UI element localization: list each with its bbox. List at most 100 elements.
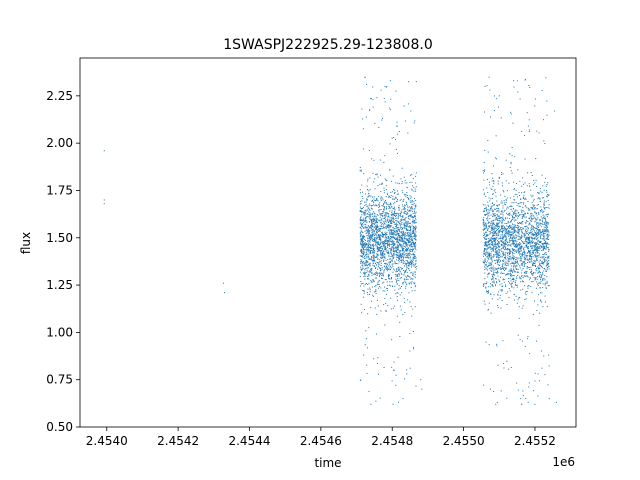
data-point	[412, 253, 414, 255]
data-point	[388, 226, 390, 228]
data-point	[384, 237, 386, 239]
data-point	[368, 235, 370, 237]
data-point	[366, 198, 368, 200]
data-point	[519, 194, 521, 196]
data-point	[379, 397, 381, 399]
data-point	[389, 226, 391, 228]
data-point	[539, 222, 541, 224]
data-point	[508, 182, 510, 184]
data-point	[522, 251, 524, 253]
data-point	[396, 200, 398, 202]
data-point	[510, 272, 512, 274]
data-point	[498, 226, 500, 228]
data-point	[538, 265, 540, 267]
data-point	[489, 264, 491, 266]
data-point	[400, 245, 402, 247]
data-point	[515, 224, 517, 226]
data-point	[509, 218, 511, 220]
data-point	[375, 240, 377, 242]
data-point	[380, 262, 382, 264]
data-point	[522, 221, 524, 223]
data-point	[386, 266, 388, 268]
data-point	[391, 231, 393, 233]
data-point	[504, 253, 506, 255]
data-point	[523, 256, 525, 258]
data-point	[494, 238, 496, 240]
data-point	[501, 263, 503, 265]
data-point	[415, 221, 417, 223]
data-point	[506, 228, 508, 230]
data-point	[524, 238, 526, 240]
data-point	[361, 242, 363, 244]
data-point	[518, 249, 520, 251]
data-point	[490, 257, 492, 259]
data-point	[512, 262, 514, 264]
data-point	[486, 210, 488, 212]
data-point	[486, 85, 488, 87]
data-point	[538, 268, 540, 270]
data-point	[547, 266, 549, 268]
data-point	[535, 260, 537, 262]
data-point	[382, 215, 384, 217]
data-point	[530, 216, 532, 218]
data-point	[404, 224, 406, 226]
data-point	[379, 216, 381, 218]
data-point	[528, 232, 530, 234]
data-point	[509, 153, 511, 155]
data-point	[512, 272, 514, 274]
data-point	[395, 293, 397, 295]
data-point	[545, 195, 547, 197]
data-point	[485, 241, 487, 243]
data-point	[512, 278, 514, 280]
data-point	[493, 235, 495, 237]
data-point	[362, 283, 364, 285]
data-point	[410, 222, 412, 224]
data-point	[407, 216, 409, 218]
data-point	[363, 290, 365, 292]
data-point	[496, 259, 498, 261]
data-point	[505, 248, 507, 250]
data-point	[496, 218, 498, 220]
data-point	[392, 256, 394, 258]
data-point	[362, 206, 364, 208]
data-point	[514, 281, 516, 283]
data-point	[399, 252, 401, 254]
data-point	[507, 245, 509, 247]
data-point	[364, 226, 366, 228]
data-point	[485, 341, 487, 343]
data-point	[538, 232, 540, 234]
data-point	[500, 240, 502, 242]
data-point	[365, 260, 367, 262]
data-point	[394, 243, 396, 245]
data-point	[498, 245, 500, 247]
data-point	[491, 248, 493, 250]
data-point	[407, 249, 409, 251]
data-point	[524, 233, 526, 235]
data-point	[368, 249, 370, 251]
data-point	[547, 256, 549, 258]
data-point	[388, 261, 390, 263]
data-point	[496, 255, 498, 257]
data-point	[529, 222, 531, 224]
data-point	[396, 231, 398, 233]
data-point	[368, 208, 370, 210]
data-point	[493, 272, 495, 274]
data-point	[376, 333, 378, 335]
data-point	[360, 220, 362, 222]
data-point	[532, 234, 534, 236]
data-point	[546, 243, 548, 245]
data-point	[364, 213, 366, 215]
data-point	[402, 245, 404, 247]
data-point	[500, 244, 502, 246]
data-point	[375, 264, 377, 266]
data-point	[359, 276, 361, 278]
data-point	[368, 391, 370, 393]
x-tick-label: 2.4546	[300, 434, 342, 448]
data-point	[362, 247, 364, 249]
data-point	[359, 206, 361, 208]
data-point	[527, 245, 529, 247]
data-point	[519, 228, 521, 230]
data-point	[548, 234, 550, 236]
data-point	[375, 238, 377, 240]
data-point	[536, 238, 538, 240]
